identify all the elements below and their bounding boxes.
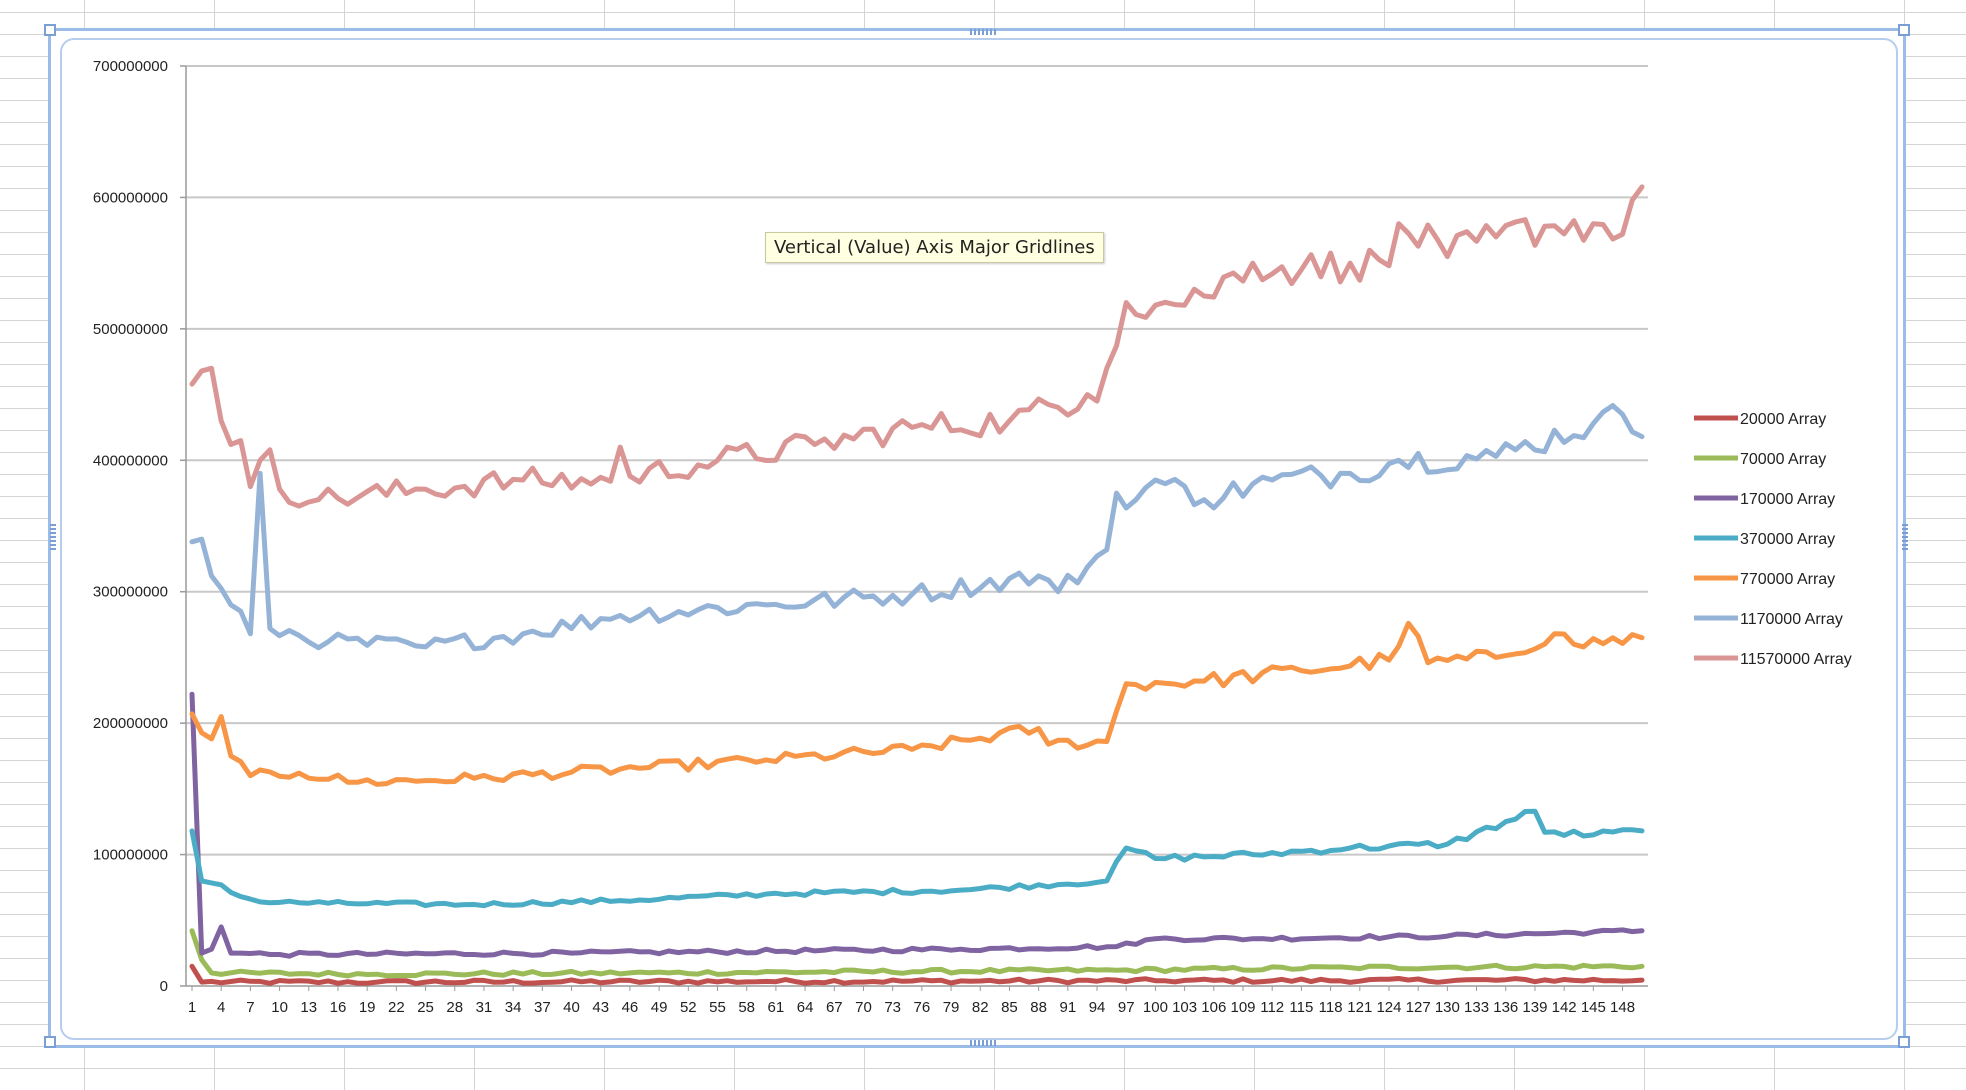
legend-label: 11570000 Array — [1740, 651, 1852, 668]
resize-handle-top[interactable] — [970, 29, 998, 35]
legend-label: 20000 Array — [1740, 411, 1826, 428]
y-tick-label: 100000000 — [93, 847, 168, 864]
x-tick-label: 22 — [388, 999, 405, 1016]
x-tick-label: 58 — [738, 999, 755, 1016]
resize-handle-right[interactable] — [1902, 524, 1908, 552]
series-line-5[interactable] — [189, 620, 1645, 787]
x-tick-label: 136 — [1493, 999, 1518, 1016]
x-tick-label: 142 — [1552, 999, 1577, 1016]
x-tick-label: 145 — [1581, 999, 1606, 1016]
x-tick-label: 103 — [1172, 999, 1197, 1016]
x-tick-label: 130 — [1435, 999, 1460, 1016]
y-tick-label: 300000000 — [93, 584, 168, 601]
x-tick-label: 34 — [505, 999, 522, 1016]
x-tick-label: 52 — [680, 999, 697, 1016]
legend-label: 70000 Array — [1740, 451, 1826, 468]
y-tick-label: 0 — [160, 978, 168, 995]
resize-handle-left[interactable] — [50, 524, 56, 552]
series-line-2[interactable] — [189, 928, 1645, 979]
series-line-4[interactable] — [189, 808, 1645, 909]
legend[interactable]: 20000 Array 70000 Array 170000 Array 370000… — [1694, 411, 1852, 668]
x-tick-label: 115 — [1289, 999, 1313, 1016]
x-tick-label: 91 — [1059, 999, 1076, 1016]
x-tick-label: 76 — [914, 999, 931, 1016]
resize-handle-top-right[interactable] — [1898, 24, 1910, 36]
resize-handle-bottom-left[interactable] — [44, 1036, 56, 1048]
gridlines-tooltip: Vertical (Value) Axis Major Gridlines — [765, 232, 1104, 263]
x-tick-label: 124 — [1376, 999, 1401, 1016]
series-line-3[interactable] — [189, 691, 1645, 959]
x-tick-label: 31 — [476, 999, 493, 1016]
x-tick-label: 67 — [826, 999, 843, 1016]
x-tick-label: 148 — [1610, 999, 1635, 1016]
x-tick-label: 94 — [1089, 999, 1106, 1016]
chart-area[interactable] — [60, 38, 1898, 1040]
gridlines[interactable] — [186, 65, 1648, 856]
y-tick-label: 200000000 — [93, 715, 168, 732]
x-tick-label: 13 — [300, 999, 317, 1016]
resize-handle-bottom-right[interactable] — [1898, 1036, 1910, 1048]
x-tick-label: 79 — [943, 999, 960, 1016]
x-tick-label: 19 — [359, 999, 376, 1016]
x-tick-label: 97 — [1118, 999, 1135, 1016]
x-tick-label: 85 — [1001, 999, 1018, 1016]
x-tick-label: 46 — [622, 999, 639, 1016]
x-tick-label: 10 — [271, 999, 288, 1016]
x-tick-label: 40 — [563, 999, 580, 1016]
x-tick-label: 100 — [1143, 999, 1168, 1016]
series-line-1[interactable] — [189, 963, 1645, 986]
x-tick-label: 121 — [1347, 999, 1372, 1016]
x-tick-label: 106 — [1201, 999, 1226, 1016]
series-lines[interactable] — [189, 184, 1645, 986]
series-line-6[interactable] — [189, 403, 1645, 652]
legend-label: 770000 Array — [1740, 571, 1835, 588]
x-tick-label: 70 — [855, 999, 872, 1016]
x-tick-label: 4 — [217, 999, 225, 1016]
x-tick-label: 82 — [972, 999, 989, 1016]
series-line-7[interactable] — [189, 184, 1645, 509]
x-tick-label: 64 — [797, 999, 814, 1016]
y-tick-label: 400000000 — [93, 452, 168, 469]
x-tick-label: 118 — [1319, 999, 1343, 1016]
x-tick-label: 25 — [417, 999, 434, 1016]
x-tick-label: 43 — [592, 999, 609, 1016]
legend-label: 1170000 Array — [1740, 611, 1843, 628]
x-tick-label: 88 — [1030, 999, 1047, 1016]
x-tick-label: 1 — [188, 999, 196, 1016]
x-tick-label: 55 — [709, 999, 726, 1016]
x-tick-label: 112 — [1260, 999, 1284, 1016]
resize-handle-bottom[interactable] — [970, 1040, 998, 1046]
resize-handle-top-left[interactable] — [44, 24, 56, 36]
x-tick-label: 133 — [1464, 999, 1489, 1016]
x-tick-label: 49 — [651, 999, 668, 1016]
y-tick-label: 600000000 — [93, 189, 168, 206]
x-tick-label: 61 — [768, 999, 785, 1016]
x-tick-label: 109 — [1230, 999, 1255, 1016]
y-tick-label: 500000000 — [93, 321, 168, 338]
x-tick-label: 73 — [884, 999, 901, 1016]
x-tick-label: 16 — [330, 999, 347, 1016]
axes: 0 100000000 200000000 300000000 400000000 500… — [93, 58, 1648, 1016]
x-tick-label: 28 — [446, 999, 463, 1016]
x-tick-label: 139 — [1522, 999, 1547, 1016]
x-tick-label: 127 — [1406, 999, 1431, 1016]
x-tick-label: 7 — [246, 999, 254, 1016]
y-tick-label: 700000000 — [93, 58, 168, 75]
legend-label: 170000 Array — [1740, 491, 1835, 508]
legend-label: 370000 Array — [1740, 531, 1835, 548]
x-tick-label: 37 — [534, 999, 551, 1016]
